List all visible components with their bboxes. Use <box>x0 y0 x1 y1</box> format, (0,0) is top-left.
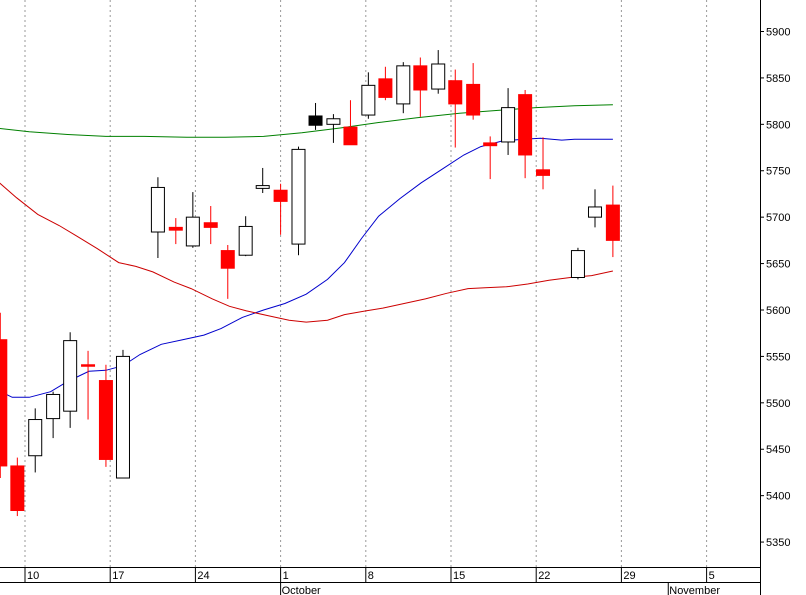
candle-body <box>273 189 288 202</box>
candle <box>63 332 78 428</box>
candle <box>115 349 130 479</box>
candle <box>570 247 585 280</box>
x-tick-label: 1 <box>283 570 289 582</box>
candle <box>220 245 235 299</box>
candle <box>81 350 96 420</box>
candle-body <box>448 80 463 105</box>
candle <box>185 192 200 248</box>
candle <box>255 167 270 194</box>
candle-body <box>150 186 165 233</box>
y-tick-label: 5800 <box>766 119 790 131</box>
x-tick-label: 8 <box>368 570 374 582</box>
y-tick-label: 5450 <box>766 444 790 456</box>
y-tick-label: 5750 <box>766 166 790 178</box>
y-tick-label: 5900 <box>766 27 790 39</box>
candle-body <box>168 226 183 231</box>
candle-body <box>220 250 235 269</box>
candle <box>378 66 393 101</box>
candles <box>0 50 620 517</box>
y-tick-label: 5400 <box>766 491 790 503</box>
candle-body <box>255 185 270 189</box>
candle-body <box>431 63 446 90</box>
month-label: November <box>669 585 720 595</box>
candle <box>396 62 411 114</box>
candle-body <box>0 339 8 467</box>
candle <box>501 88 516 155</box>
candle-body <box>185 216 200 247</box>
x-tick-label: 17 <box>112 570 124 582</box>
candle-body <box>308 115 323 126</box>
candle-body <box>413 65 428 91</box>
candle <box>308 102 323 130</box>
candle-body <box>536 169 551 176</box>
candle <box>326 114 341 143</box>
candle-body <box>501 107 516 143</box>
x-tick-label: 5 <box>709 570 715 582</box>
candle <box>46 391 61 439</box>
y-tick-label: 5650 <box>766 259 790 271</box>
x-tick-label: 29 <box>623 570 635 582</box>
candle <box>536 137 551 190</box>
candle <box>361 72 376 119</box>
candle <box>483 136 498 180</box>
candle-body <box>483 142 498 147</box>
y-axis-labels: 5350 5400 5450 5500 5550 5600 5650 5700 5750 5800… <box>760 27 790 549</box>
x-axis-labels: 10 17 24 1 8 15 22 29 5 October November <box>24 567 720 595</box>
candle-body <box>28 419 43 457</box>
x-tick-label: 22 <box>538 570 550 582</box>
candle <box>10 457 25 517</box>
candle <box>273 183 288 235</box>
candle <box>150 177 165 259</box>
candle-body <box>291 148 306 245</box>
candle <box>448 69 463 148</box>
candle <box>413 57 428 117</box>
candle <box>518 89 533 179</box>
indicator-line-2 <box>0 182 614 323</box>
candle-body <box>587 206 602 218</box>
candle-body <box>10 465 25 512</box>
candle-body <box>326 118 341 125</box>
candle-body <box>396 65 411 105</box>
candle <box>28 408 43 473</box>
candle-body <box>98 380 113 460</box>
y-tick-label: 5500 <box>766 398 790 410</box>
candle <box>343 100 358 146</box>
candle <box>98 364 113 467</box>
y-tick-label: 5350 <box>766 537 790 549</box>
candle <box>238 216 253 257</box>
candle-body <box>378 78 393 98</box>
candle <box>587 189 602 228</box>
candle <box>291 146 306 256</box>
indicator-line-1 <box>0 137 613 398</box>
candle-body <box>238 225 253 256</box>
candle <box>0 312 8 479</box>
candle-body <box>203 222 218 228</box>
candle <box>203 206 218 245</box>
candle <box>168 218 183 245</box>
x-tick-label: 15 <box>453 570 465 582</box>
candle-body <box>605 204 620 241</box>
candle-body <box>466 83 481 116</box>
y-tick-label: 5850 <box>766 73 790 85</box>
x-tick-label: 10 <box>27 570 39 582</box>
candle <box>466 63 481 120</box>
candle <box>431 50 446 94</box>
candle <box>605 185 620 258</box>
candle-body <box>81 364 96 367</box>
month-label: October <box>282 585 321 595</box>
candle-body <box>115 355 130 479</box>
candle-body <box>343 126 358 146</box>
candle-body <box>361 84 376 116</box>
candle-body <box>63 340 78 412</box>
y-tick-label: 5550 <box>766 351 790 363</box>
x-tick-label: 24 <box>197 570 209 582</box>
candle-body <box>570 250 585 278</box>
y-tick-label: 5700 <box>766 212 790 224</box>
candle-body <box>46 393 61 420</box>
y-tick-label: 5600 <box>766 305 790 317</box>
candle-body <box>518 94 533 156</box>
